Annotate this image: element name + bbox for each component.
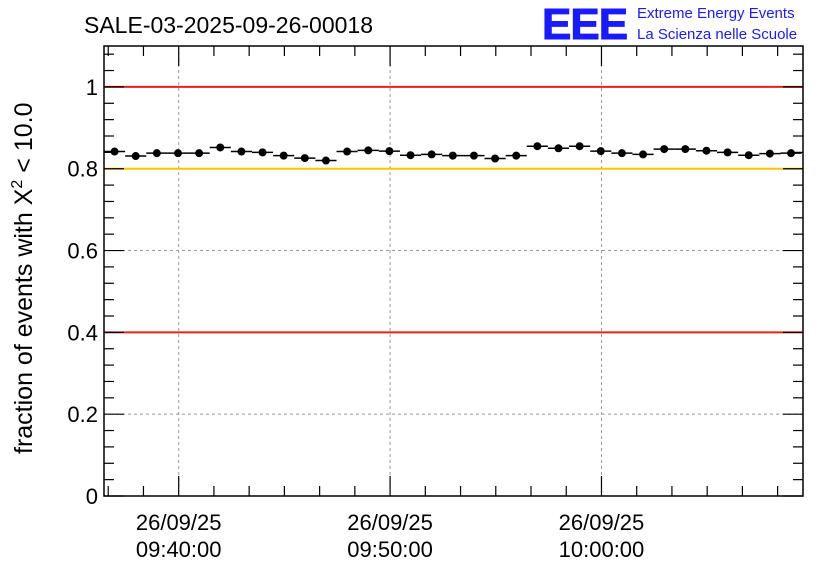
logo-line-1: Extreme Energy Events (637, 5, 795, 22)
data-point (632, 150, 654, 159)
y-axis-label: fraction of events with X2 < 10.0 (9, 103, 38, 454)
y-tick-label: 0.4 (67, 320, 98, 345)
logo-line-2: La Scienza nelle Scuole (637, 26, 797, 43)
data-point-marker (427, 150, 436, 159)
reference-lines (104, 85, 803, 334)
data-point-marker (491, 154, 500, 163)
x-tick-time-label: 10:00:00 (559, 537, 645, 562)
data-point-marker (237, 147, 246, 156)
y-axis-label-exponent: 2 (9, 180, 26, 189)
data-point-marker (533, 142, 542, 151)
data-point (251, 148, 274, 157)
data-point (230, 147, 252, 156)
eee-logo: EEE Extreme Energy Events La Scienza nel… (542, 0, 798, 50)
data-point-marker (702, 146, 711, 155)
data-point-marker (448, 151, 457, 160)
data-point (315, 156, 337, 165)
data-point-marker (216, 143, 225, 152)
data-point (547, 144, 570, 153)
data-point (526, 142, 548, 151)
data-point (463, 151, 485, 160)
data-point-marker (343, 147, 352, 156)
x-tick-date-label: 26/09/25 (347, 510, 433, 535)
data-point-marker (300, 154, 309, 163)
y-tick-label: 0.6 (67, 239, 98, 264)
y-tick-label: 0.8 (67, 157, 98, 182)
data-point (104, 147, 126, 156)
y-axis: 0 0.2 0.4 0.6 0.8 1 (67, 53, 803, 509)
data-point-marker (131, 152, 140, 161)
data-point (146, 149, 168, 158)
data-point-marker (279, 151, 288, 160)
data-point-marker (469, 151, 478, 160)
data-point (590, 147, 612, 156)
data-point (357, 146, 379, 155)
data-point (399, 151, 422, 160)
data-point (738, 151, 760, 160)
data-point-marker (364, 146, 373, 155)
y-tick-label: 0 (86, 484, 98, 509)
data-point-marker (744, 151, 753, 160)
y-axis-label-suffix: < 10.0 (10, 103, 38, 180)
data-point (209, 143, 231, 152)
data-point (780, 149, 802, 158)
run-title: SALE-03-2025-09-26-00018 (84, 12, 373, 38)
data-point-marker (639, 150, 648, 159)
data-point (273, 151, 295, 160)
data-point (505, 151, 527, 160)
data-point-marker (596, 147, 605, 156)
data-point-marker (110, 147, 119, 156)
data-point-marker (321, 156, 330, 165)
data-series (104, 142, 802, 165)
data-point-marker (152, 149, 161, 158)
data-point (294, 154, 316, 163)
eee-logo-mark: EEE (542, 0, 627, 49)
y-tick-label: 1 (86, 75, 98, 100)
x-axis: 26/09/2509:40:0026/09/2509:50:0026/09/25… (107, 46, 779, 562)
data-point-marker (195, 149, 204, 158)
data-point (569, 142, 591, 151)
y-tick-label: 0.2 (67, 402, 98, 427)
data-point (484, 154, 506, 163)
data-point (611, 149, 633, 158)
data-point-marker (575, 142, 584, 151)
data-point (717, 148, 739, 157)
data-point-marker (512, 151, 521, 160)
x-tick-time-label: 09:50:00 (347, 537, 433, 562)
plot-frame (103, 45, 804, 497)
data-point-marker (765, 149, 774, 158)
plot-border (103, 45, 804, 497)
x-tick-time-label: 09:40:00 (136, 537, 222, 562)
data-point-marker (787, 149, 796, 158)
y-axis-label-prefix: fraction of events with (10, 205, 38, 454)
data-point-marker (554, 144, 563, 153)
data-point-marker (173, 149, 182, 158)
data-point-marker (406, 151, 415, 160)
data-point-marker (385, 147, 394, 156)
data-point-marker (617, 149, 626, 158)
data-point-marker (258, 148, 267, 157)
data-point-marker (660, 145, 669, 154)
data-point-marker (723, 148, 732, 157)
data-point (378, 147, 400, 156)
data-point (421, 150, 443, 159)
data-point (674, 145, 696, 154)
data-point (125, 152, 147, 161)
data-point (653, 145, 675, 154)
data-point (336, 147, 358, 156)
data-point (442, 151, 464, 160)
data-point (759, 149, 781, 158)
x-tick-date-label: 26/09/25 (559, 510, 645, 535)
data-point-marker (681, 145, 690, 154)
data-point (695, 146, 718, 155)
y-axis-label-symbol: X (10, 188, 38, 205)
data-point (188, 149, 210, 158)
data-point (167, 149, 189, 158)
x-tick-date-label: 26/09/25 (136, 510, 222, 535)
